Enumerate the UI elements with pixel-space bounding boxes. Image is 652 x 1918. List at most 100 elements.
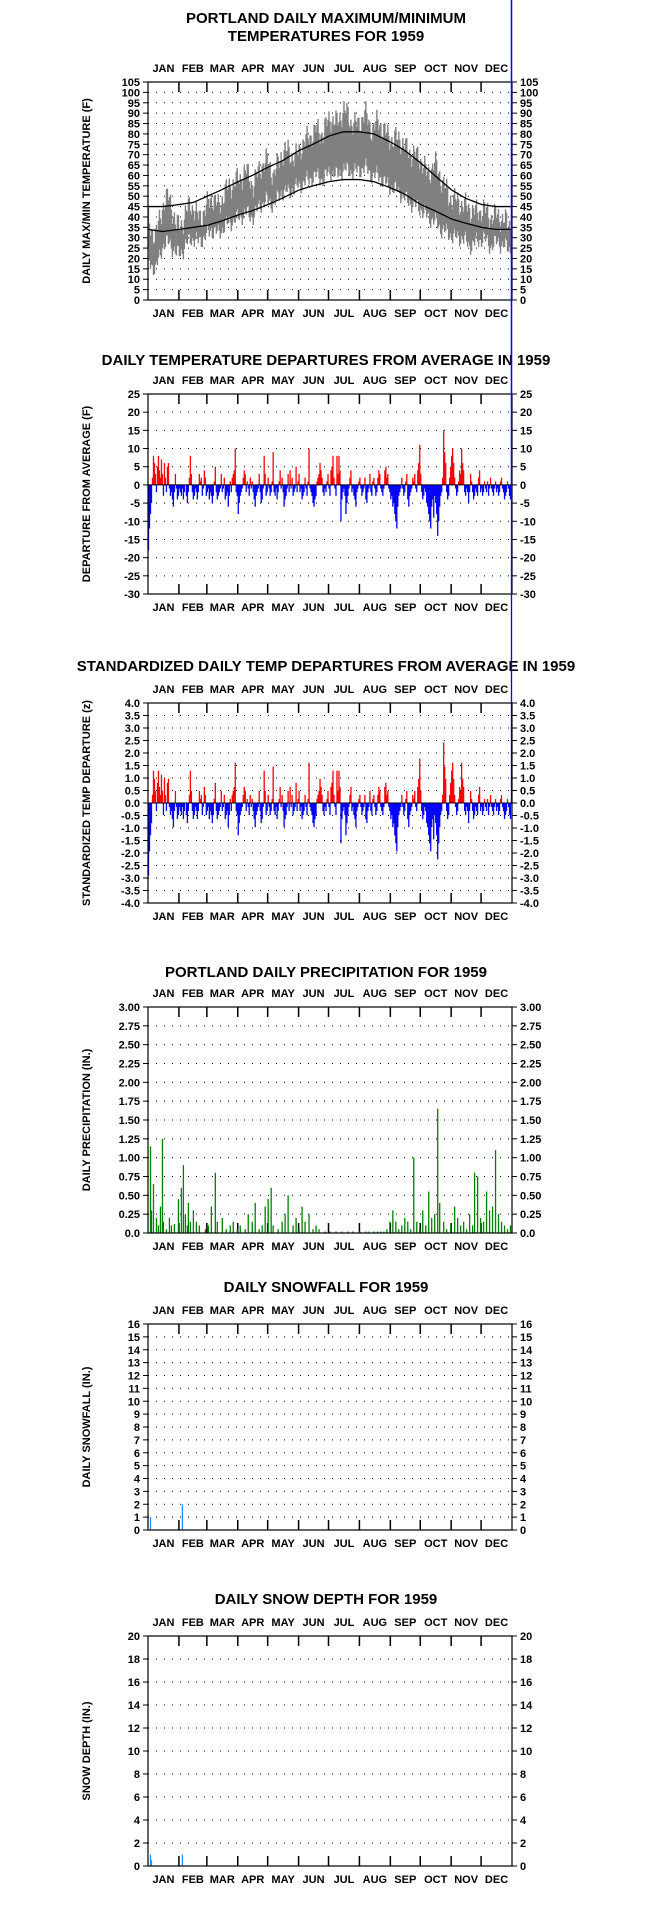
- month-label: SEP: [394, 988, 416, 1000]
- y-tick-label: 14: [128, 1700, 141, 1712]
- y-tick-label: 20: [128, 253, 140, 265]
- month-label: SEP: [394, 375, 416, 387]
- y-tick-label: 80: [128, 129, 140, 141]
- y-tick-label: 12: [520, 1371, 532, 1383]
- y-tick-label: 10: [128, 444, 140, 456]
- y-tick-label: 20: [520, 253, 532, 265]
- y-tick-label: 14: [520, 1700, 533, 1712]
- month-label: FEB: [182, 1538, 204, 1550]
- month-label: JUL: [334, 988, 355, 1000]
- y-tick-label: 40: [520, 212, 532, 224]
- y-axis-label: STANDARDIZED TEMP DEPARTURE (z): [81, 700, 93, 906]
- y-tick-label: 45: [520, 202, 532, 214]
- y-tick-label: 75: [128, 139, 140, 151]
- y-tick-label: 20: [128, 407, 140, 419]
- y-tick-label: 25: [128, 389, 140, 401]
- month-label: OCT: [424, 1874, 448, 1886]
- month-label: AUG: [363, 911, 387, 923]
- y-tick-label: -10: [520, 516, 536, 528]
- y-tick-label: 6: [520, 1792, 526, 1804]
- month-label: JUL: [334, 602, 355, 614]
- y-tick-label: 8: [134, 1769, 140, 1781]
- y-tick-label: 5: [520, 462, 526, 474]
- y-tick-label: 90: [128, 108, 140, 120]
- y-tick-label: 1.25: [119, 1134, 140, 1146]
- chart-title: PORTLAND DAILY MAXIMUM/MINIMUM: [186, 10, 466, 27]
- y-tick-label: 85: [520, 119, 532, 131]
- month-label: JUL: [334, 63, 355, 75]
- y-tick-label: 0.0: [520, 1228, 535, 1240]
- y-tick-label: 10: [128, 1396, 140, 1408]
- month-label: JAN: [152, 602, 174, 614]
- month-label: APR: [241, 308, 264, 320]
- month-label: APR: [241, 602, 264, 614]
- y-tick-label: 8: [520, 1769, 526, 1781]
- month-label: OCT: [424, 988, 448, 1000]
- month-label: JUL: [334, 308, 355, 320]
- month-label: AUG: [363, 1538, 387, 1550]
- y-tick-label: 10: [128, 1746, 140, 1758]
- y-tick-label: 4: [134, 1815, 141, 1827]
- y-tick-label: -2.5: [520, 861, 539, 873]
- y-tick-label: 2.5: [125, 736, 140, 748]
- month-label: JUN: [303, 308, 325, 320]
- y-tick-label: -2.0: [121, 848, 140, 860]
- month-label: APR: [241, 63, 264, 75]
- month-label: FEB: [182, 375, 204, 387]
- y-tick-label: -0.5: [121, 811, 140, 823]
- month-label: FEB: [182, 1617, 204, 1629]
- month-label: DEC: [485, 1538, 508, 1550]
- y-axis-label: DAILY MAX/MIN TEMPERATURE (F): [81, 98, 93, 284]
- y-tick-label: 1.5: [125, 761, 140, 773]
- month-label: FEB: [182, 1874, 204, 1886]
- y-tick-label: 3.0: [520, 723, 535, 735]
- month-label: JUN: [303, 911, 325, 923]
- y-axis-label: DEPARTURE FROM AVERAGE (F): [81, 405, 93, 582]
- y-tick-label: 2.5: [520, 736, 535, 748]
- chart-title: DAILY TEMPERATURE DEPARTURES FROM AVERAG…: [101, 352, 551, 369]
- month-label: MAR: [210, 63, 235, 75]
- y-tick-label: 2: [134, 1499, 140, 1511]
- month-label: NOV: [454, 1241, 479, 1253]
- y-tick-label: 0: [134, 1525, 140, 1537]
- y-tick-label: 30: [128, 233, 140, 245]
- month-label: JUL: [334, 1538, 355, 1550]
- y-tick-label: 2.00: [119, 1077, 140, 1089]
- y-tick-label: -1.0: [121, 823, 140, 835]
- y-tick-label: 65: [128, 160, 140, 172]
- y-tick-label: -3.0: [520, 873, 539, 885]
- y-tick-label: 2.25: [119, 1059, 140, 1071]
- month-label: DEC: [485, 602, 508, 614]
- month-label: JUN: [303, 602, 325, 614]
- y-tick-label: 3: [134, 1486, 140, 1498]
- y-tick-label: 4: [520, 1815, 527, 1827]
- y-tick-label: 12: [128, 1723, 140, 1735]
- y-tick-label: 0: [134, 1861, 140, 1873]
- month-label: MAR: [210, 1305, 235, 1317]
- month-label: AUG: [363, 1241, 387, 1253]
- plot-frame: [147, 1323, 513, 1531]
- y-axis-label: DAILY SNOWFALL (IN.): [81, 1366, 93, 1487]
- month-label: AUG: [363, 1305, 387, 1317]
- month-label: JUN: [303, 1241, 325, 1253]
- month-label: MAR: [210, 1617, 235, 1629]
- series-normal-min: [148, 178, 512, 233]
- y-tick-label: 55: [520, 181, 532, 193]
- y-tick-label: 0: [520, 1861, 526, 1873]
- chart-title: PORTLAND DAILY PRECIPITATION FOR 1959: [165, 964, 487, 981]
- y-tick-label: 35: [128, 222, 140, 234]
- month-label: JUL: [334, 1874, 355, 1886]
- y-tick-label: 1.00: [520, 1153, 541, 1165]
- y-tick-label: 8: [520, 1422, 526, 1434]
- y-axis-label: DAILY PRECIPITATION (IN.): [81, 1048, 93, 1191]
- y-tick-label: 16: [128, 1677, 140, 1689]
- month-label: JUL: [334, 1241, 355, 1253]
- y-tick-label: -15: [520, 534, 536, 546]
- y-tick-label: -3.0: [121, 873, 140, 885]
- month-label: OCT: [424, 1538, 448, 1550]
- month-label: APR: [241, 1538, 264, 1550]
